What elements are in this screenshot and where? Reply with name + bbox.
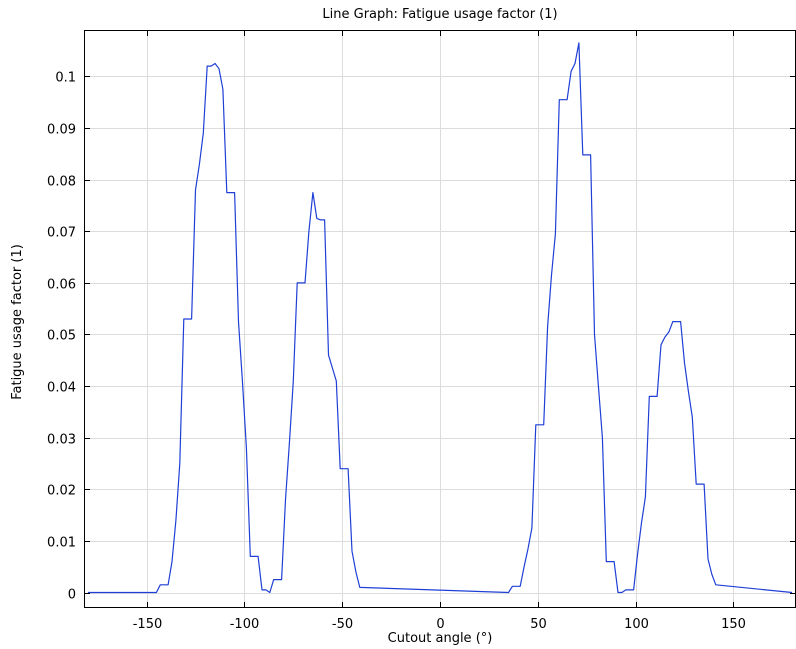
series-line: [87, 42, 793, 594]
y-tick-label: 0.04: [47, 381, 76, 396]
y-tick-label: 0.1: [55, 71, 76, 86]
x-tick-label: -100: [230, 617, 260, 632]
y-tick-label: 0.09: [47, 123, 76, 138]
y-tick-label: 0.01: [47, 536, 76, 551]
y-tick-label: 0.02: [47, 484, 76, 499]
x-tick-label: 0: [436, 617, 444, 632]
y-tick-label: 0.05: [47, 329, 76, 344]
y-tick-label: 0.06: [47, 278, 76, 293]
x-axis-label: Cutout angle (°): [388, 631, 493, 646]
y-tick-label: 0.03: [47, 433, 76, 448]
y-tick-label: 0: [68, 588, 76, 603]
series-layer: [87, 42, 793, 594]
x-tick-label: 50: [530, 617, 547, 632]
x-tick-label: 150: [721, 617, 746, 632]
chart-title: Line Graph: Fatigue usage factor (1): [322, 7, 557, 22]
y-tick-label: 0.08: [47, 175, 76, 190]
y-axis-label: Fatigue usage factor (1): [10, 244, 25, 400]
x-tick-label: 100: [624, 617, 649, 632]
x-tick-label: -150: [133, 617, 163, 632]
grid-lines: [84, 30, 796, 608]
tick-layer: -150 -100 -50 0 50 100 150 0 0.01 0.02 0.03 0.04 0.0…: [47, 30, 796, 632]
x-tick-label: -50: [332, 617, 353, 632]
y-tick-label: 0.07: [47, 226, 76, 241]
